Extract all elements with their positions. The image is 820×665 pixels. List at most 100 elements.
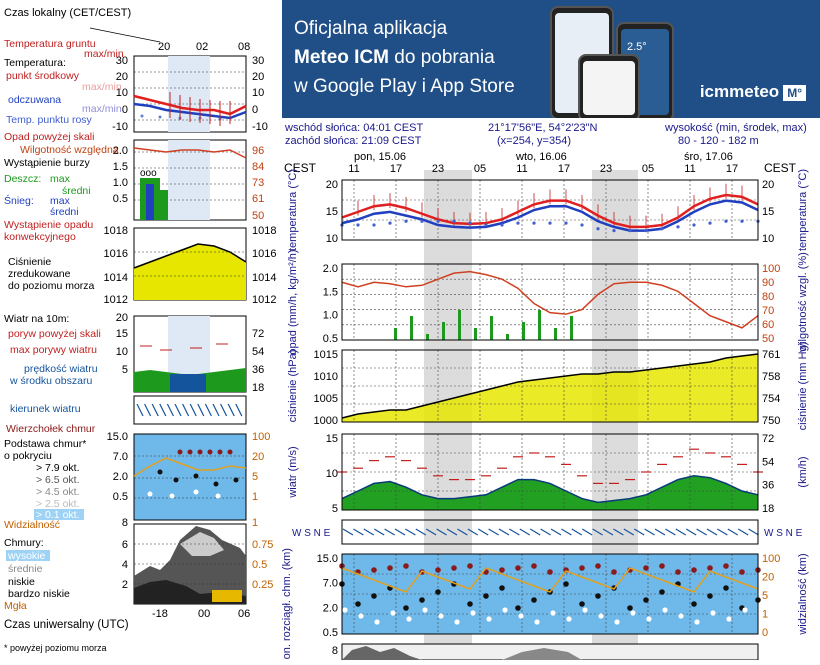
hour-tick: 17 — [390, 163, 402, 175]
tick: 4 — [122, 559, 128, 571]
cloud-low-dot — [406, 616, 412, 622]
dew-point — [404, 219, 408, 223]
sunrise: wschód słońca: 04:01 CEST — [285, 122, 424, 134]
cloud-low-dot — [598, 613, 604, 619]
tick: 96 — [252, 145, 264, 157]
utc-tick: 00 — [198, 608, 210, 620]
tick: 0.5 — [113, 491, 128, 503]
snow-max-label: max — [50, 195, 71, 207]
cloud-base-dot — [467, 601, 473, 607]
snow-label: Śnieg: — [4, 194, 34, 207]
cloud-low-dot — [342, 607, 348, 613]
tick: 10 — [116, 346, 128, 358]
dew-point — [692, 223, 696, 227]
cloud-base-dot — [579, 601, 585, 607]
cloud-base-dot — [643, 597, 649, 603]
cloud-top-dot — [435, 567, 441, 573]
app-banner[interactable]: Oficjalna aplikacja Meteo ICM do pobrani… — [282, 0, 820, 118]
dew-point — [500, 223, 504, 227]
wind-dir-arrow — [592, 528, 603, 536]
dew-point — [596, 227, 600, 231]
wind-dir-arrow — [220, 403, 228, 417]
wind-dir-arrow — [204, 403, 212, 417]
ground-temp-label: Temperatura gruntu — [4, 38, 96, 50]
tick: 8 — [122, 517, 128, 529]
cloud-low-dot — [486, 616, 492, 622]
axis-tick: 72 — [762, 433, 774, 445]
axis-tick: 80 — [762, 291, 774, 303]
wind-dir-arrow — [571, 528, 583, 536]
hour-tick: 11 — [516, 163, 527, 175]
tick: 1018 — [252, 225, 276, 237]
axis-tick: 754 — [762, 393, 780, 405]
temp-plot — [341, 179, 759, 241]
cloud-low-dot — [582, 607, 588, 613]
wind-dir-arrow — [581, 528, 593, 536]
tick: 2.0 — [113, 471, 128, 483]
wind-dir-arrow — [529, 528, 541, 536]
visibility-axis-label: widzialność (km) — [797, 553, 809, 635]
tick: 1.5 — [113, 161, 128, 173]
banner-line-3: w Google Play i App Store — [294, 76, 515, 97]
storm-label: Wystąpienie burzy — [4, 157, 90, 169]
hour-tick: 17 — [558, 163, 570, 175]
visibility-line — [341, 567, 759, 593]
dew-point — [628, 229, 632, 233]
wind-dir-arrow — [384, 528, 395, 536]
tick: 0 — [122, 104, 128, 116]
wind-dir-arrow — [706, 528, 718, 536]
cloud-base-dot — [355, 601, 361, 607]
axis-tick: 0.5 — [323, 333, 338, 345]
tick: 1.0 — [113, 177, 128, 189]
wind-dir-arrow — [425, 528, 437, 536]
cloudbase-plot — [341, 553, 759, 635]
wind-dir-arrow — [685, 528, 697, 536]
cloud-base-dot — [419, 597, 425, 603]
height-values: 80 - 120 - 182 m — [678, 135, 759, 147]
wind-dir-arrow — [415, 528, 427, 536]
dew-point — [452, 219, 456, 223]
local-time-label: Czas lokalny (CET/CEST) — [4, 7, 131, 19]
cest-label-right: CEST — [764, 161, 797, 175]
okta-2: > 6.5 okt. — [36, 474, 80, 486]
tick: 0.75 — [252, 539, 273, 551]
cloud-top-dot — [739, 569, 745, 575]
precip-plot — [341, 263, 759, 341]
okta-1: > 7.9 okt. — [36, 462, 80, 474]
dew-point — [580, 223, 584, 227]
legend-precip-ticks: 2.0 1.5 1.0 0.5 96 84 73 61 50 — [113, 145, 265, 222]
wind-fill — [342, 475, 758, 510]
wind-dir-arrow — [151, 403, 159, 417]
hour-tick: 23 — [432, 163, 444, 175]
tick: 1016 — [104, 248, 128, 260]
axis-tick: 0 — [762, 627, 768, 639]
wind-dir-arrow — [602, 528, 614, 536]
axis-tick: 7.0 — [323, 578, 338, 590]
cloud-low-dot — [374, 619, 380, 625]
tick: 10 — [116, 87, 128, 99]
wind-dir-arrow — [737, 528, 749, 536]
hour-tick: 05 — [642, 163, 654, 175]
fog-label: Mgła — [4, 600, 27, 612]
dew-point — [484, 223, 488, 227]
brand-name: icmmeteo — [699, 82, 780, 101]
wind-dir-arrow — [748, 528, 759, 536]
height-label: wysokość (min, środek, max) — [665, 122, 807, 134]
wind-dir-arrow — [373, 528, 385, 536]
hour-tick: 17 — [726, 163, 738, 175]
cloud-top-dot — [579, 565, 585, 571]
rain-bar — [394, 328, 397, 340]
feels-maxmin: max/min — [82, 103, 122, 115]
hour-tick: 05 — [474, 163, 486, 175]
cloud-low-dot — [758, 613, 764, 619]
temp-title: Temperatura: — [4, 57, 66, 69]
cloud-top-dot — [659, 563, 665, 569]
axis-tick: 50 — [762, 333, 774, 345]
tick: 10 — [252, 87, 264, 99]
local-ticks: 20 02 08 — [158, 41, 250, 53]
cloud-top-dot — [515, 565, 521, 571]
axis-tick: 100 — [762, 263, 780, 275]
legend-precip-labels: Opad powyżej skali Wilgotność względna W… — [4, 131, 119, 243]
axis-tick: 20 — [762, 179, 774, 191]
utc-tick: 06 — [238, 608, 250, 620]
